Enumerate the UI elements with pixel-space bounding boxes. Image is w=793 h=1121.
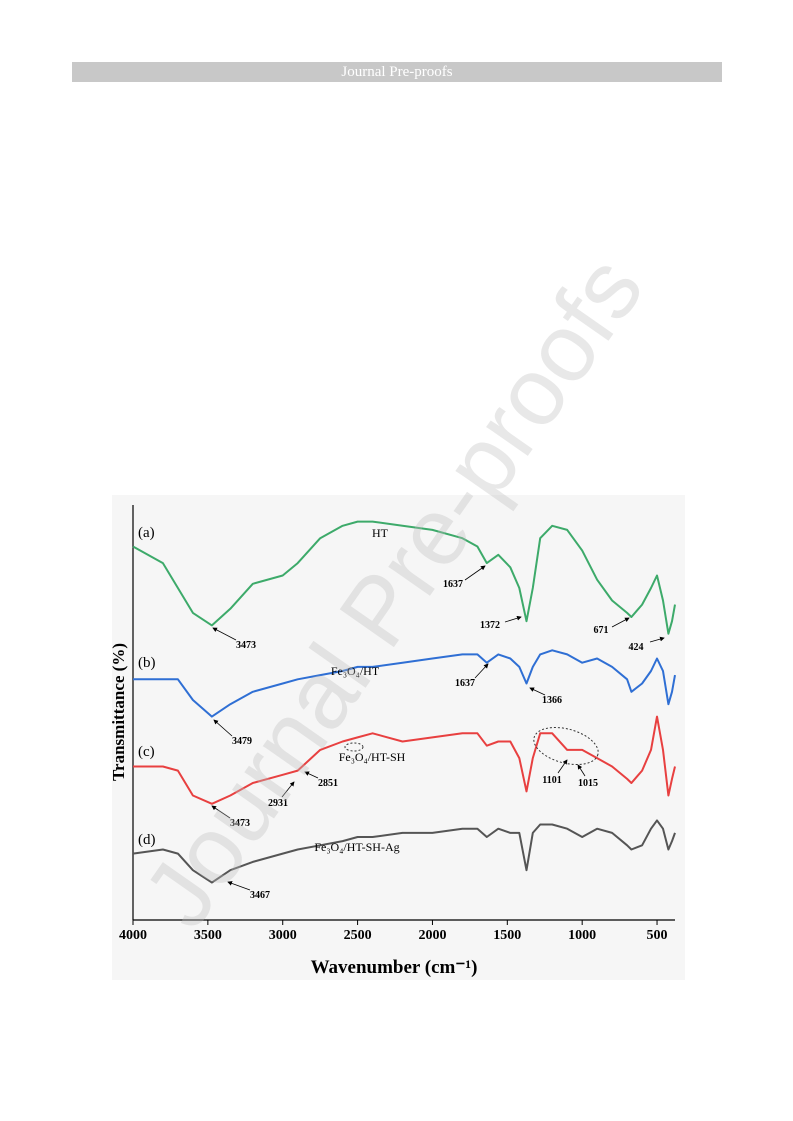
annotation-arrow [504, 615, 522, 623]
y-axis-label: Transmittance (%) [109, 643, 128, 781]
annotation-arrow [281, 781, 295, 798]
plot: 4000 3500 3000 2500 2000 1500 1000 500 Wavenumbe… [109, 505, 676, 978]
spectrum-line [133, 715, 676, 805]
x-tick-label: 1000 [568, 928, 596, 943]
annotation: 2851 [318, 778, 338, 789]
series-label: Fe₃O₄/HT-SH [339, 750, 406, 764]
annotation-arrow [227, 881, 251, 891]
panel-label: (d) [138, 832, 156, 848]
series-label: Fe₃O₄/HT [331, 664, 380, 678]
x-tick-label: 3500 [194, 928, 222, 943]
annotation-arrow [577, 764, 586, 777]
panel-label: (a) [138, 525, 155, 541]
x-tick-label: 2500 [344, 928, 372, 943]
annotation-arrow [529, 687, 546, 696]
x-tick-label: 1500 [493, 928, 521, 943]
header-title: Journal Pre-proofs [341, 64, 453, 80]
x-tick-label: 2000 [418, 928, 446, 943]
figure-background [112, 495, 685, 980]
annotation-arrow [211, 805, 231, 819]
annotation-arrow [304, 771, 319, 779]
annotation: 1101 [542, 775, 561, 786]
annotation-arrow [213, 719, 233, 737]
highlight-ellipse [344, 742, 364, 752]
annotation: 1637 [443, 579, 463, 590]
annotation: 3479 [232, 736, 252, 747]
annotation-arrow [474, 663, 489, 679]
spectrum-line [132, 520, 676, 635]
panel-label: (c) [138, 744, 155, 760]
annotation: 2931 [268, 798, 288, 809]
series-label: HT [372, 526, 389, 540]
annotation-arrow [464, 565, 486, 581]
annotation: 1366 [542, 695, 562, 706]
panel-label: (b) [138, 655, 156, 671]
annotation-arrow [649, 636, 665, 643]
x-tick-label: 3000 [269, 928, 297, 943]
x-tick-label: 500 [647, 928, 668, 943]
annotation-arrow [557, 759, 568, 774]
annotation-arrow [611, 617, 630, 628]
spectrum-line [132, 819, 676, 884]
header-bar: Journal Pre-proofs [72, 62, 722, 82]
annotation: 3473 [236, 640, 256, 651]
annotation: 3467 [250, 890, 270, 901]
annotation: 1015 [578, 778, 598, 789]
annotation: 424 [629, 642, 644, 653]
x-tick-label: 4000 [119, 928, 147, 943]
series-label: Fe₃O₄/HT-SH-Ag [314, 840, 399, 854]
highlight-ellipse [533, 726, 599, 766]
annotation: 3473 [230, 818, 250, 829]
annotation: 1372 [480, 620, 500, 631]
spectrum-line [133, 649, 676, 718]
annotation: 671 [594, 625, 609, 636]
x-axis-label: Wavenumber (cm⁻¹) [311, 957, 478, 978]
annotation: 1637 [455, 678, 475, 689]
annotation-arrow [212, 627, 237, 641]
